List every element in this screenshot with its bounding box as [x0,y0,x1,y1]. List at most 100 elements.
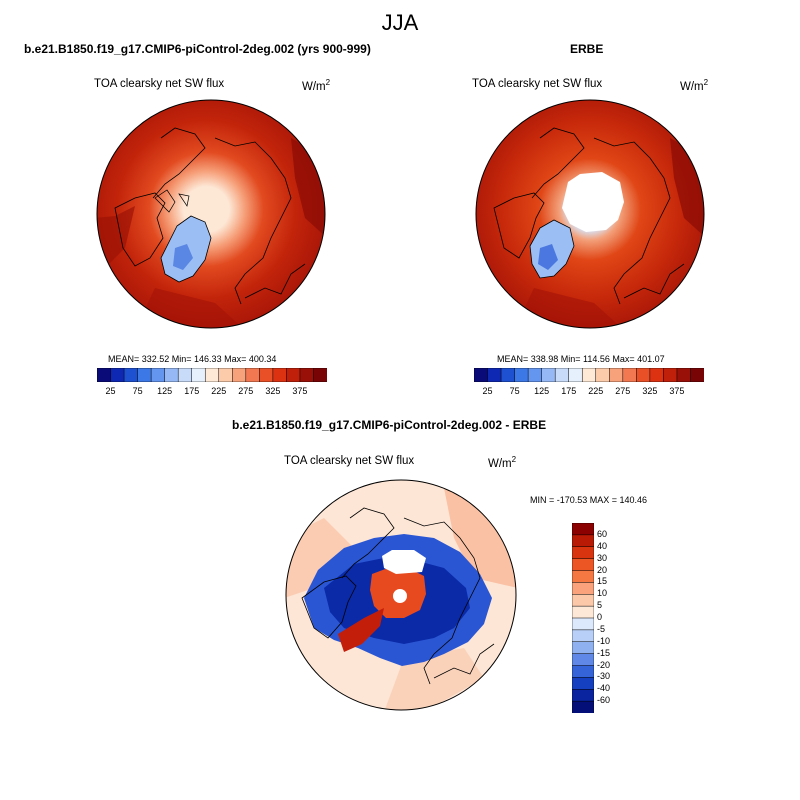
colorbar-tick-label: 75 [132,386,143,396]
colorbar-tick-label: -5 [597,623,606,634]
colorbar-swatch [110,368,125,382]
colorbar-tick-label: 325 [642,386,658,396]
colorbar-swatch [97,368,112,382]
colorbar-swatch [572,665,594,678]
colorbar-tick-label: -20 [597,659,611,670]
colorbar-tick-label: 225 [211,386,227,396]
panel-3-field-label: TOA clearsky net SW flux [284,455,415,467]
colorbar-swatch [595,368,610,382]
colorbar-swatch [259,368,274,382]
colorbar-swatch [572,617,594,631]
panel-1-polar-map [96,99,326,329]
colorbar-swatch [572,677,594,690]
colorbar-tick-label: 10 [597,588,608,599]
colorbar-swatch [572,558,594,572]
colorbar-swatch [572,641,594,655]
colorbar-swatch [150,368,166,382]
colorbar-swatch [649,368,664,382]
colorbar-tick-label: 225 [588,386,604,396]
colorbar-swatch [609,368,624,382]
panel-2-units: W/m2 [680,78,709,93]
panel-3-colorbar-labels: 60 40 30 20 15 10 5 0 -5 -10 -15 -20 -30 -40 -60 [597,523,637,713]
colorbar-swatch [554,368,570,382]
colorbar-tick-label: 25 [105,386,116,396]
colorbar-swatch [191,368,206,382]
panel-1-field-label: TOA clearsky net SW flux [94,78,225,90]
colorbar-swatch [272,368,287,382]
colorbar-swatch [500,368,516,382]
colorbar-swatch [218,368,233,382]
colorbar-swatch [245,368,260,382]
panel-2-stats: MEAN= 338.98 Min= 114.56 Max= 401.07 [497,354,665,364]
colorbar-tick-label: 375 [669,386,685,396]
colorbar-swatch [514,368,529,382]
panel-1-colorbar [97,368,327,382]
colorbar-tick-label: 60 [597,528,608,539]
colorbar-swatch [636,368,651,382]
panel-3-colorbar [572,523,594,713]
colorbar-tick-label: 325 [265,386,281,396]
colorbar-swatch [541,368,556,382]
panel-3-title: b.e21.B1850.f19_g17.CMIP6-piControl-2deg… [232,418,547,432]
colorbar-tick-label: 275 [238,386,254,396]
colorbar-tick-label: 0 [597,612,603,622]
figure-title: JJA [381,10,419,35]
colorbar-swatch [572,523,594,536]
colorbar-swatch [204,368,220,382]
panel-2-colorbar-ticks: 25 75 125 175 225 275 325 375 [474,386,704,400]
panel-1-stats: MEAN= 332.52 Min= 146.33 Max= 400.34 [108,354,277,364]
colorbar-tick-label: 5 [597,600,603,611]
colorbar-swatch [299,368,315,382]
colorbar-tick-label: 125 [157,386,173,396]
panel-1-colorbar-ticks: 25 75 125 175 225 275 325 375 [97,386,327,400]
colorbar-swatch [232,368,247,382]
colorbar-swatch [581,368,597,382]
colorbar-swatch [572,629,594,643]
colorbar-swatch [474,368,489,382]
colorbar-tick-label: 125 [534,386,550,396]
colorbar-tick-label: -15 [597,647,611,658]
colorbar-tick-label: -10 [597,635,611,646]
colorbar-tick-label: 20 [597,564,608,575]
colorbar-tick-label: 40 [597,540,608,551]
colorbar-swatch [572,546,594,560]
colorbar-swatch [572,653,594,667]
panel-2-polar-map [475,99,705,329]
colorbar-tick-label: -40 [597,683,611,694]
colorbar-tick-label: -30 [597,671,611,682]
colorbar-swatch [690,368,704,382]
panel-2-field-label: TOA clearsky net SW flux [472,78,603,90]
colorbar-tick-label: 275 [615,386,631,396]
colorbar-tick-label: 30 [597,552,608,563]
colorbar-swatch [572,605,594,619]
colorbar-swatch [572,582,594,595]
panel-1-units: W/m2 [302,78,331,93]
colorbar-swatch [177,368,193,382]
colorbar-swatch [572,594,594,607]
panel-3-units: W/m2 [488,455,517,470]
colorbar-swatch [286,368,301,382]
colorbar-tick-label: 15 [597,576,608,587]
panel-3-polar-map [285,479,517,711]
colorbar-swatch [676,368,692,382]
colorbar-tick-label: 75 [509,386,520,396]
panel-2-colorbar [474,368,704,382]
colorbar-swatch [487,368,502,382]
colorbar-swatch [527,368,543,382]
colorbar-swatch [164,368,179,382]
colorbar-tick-label: 175 [561,386,577,396]
colorbar-swatch [572,689,594,702]
panel-3-stats: MIN = -170.53 MAX = 140.46 [530,495,648,505]
colorbar-swatch [313,368,327,382]
colorbar-swatch [572,534,594,548]
colorbar-tick-label: 375 [292,386,308,396]
colorbar-tick-label: 175 [184,386,200,396]
colorbar-swatch [622,368,637,382]
colorbar-swatch [663,368,678,382]
colorbar-swatch [572,570,594,583]
colorbar-swatch [572,700,594,713]
colorbar-tick-label: 25 [482,386,493,396]
panel-1-title: b.e21.B1850.f19_g17.CMIP6-piControl-2deg… [24,42,371,56]
colorbar-swatch [137,368,152,382]
panel-2-title: ERBE [570,42,604,56]
